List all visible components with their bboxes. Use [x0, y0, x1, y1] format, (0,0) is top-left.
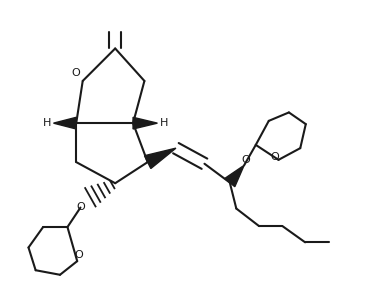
Polygon shape: [133, 117, 157, 129]
Text: O: O: [74, 250, 83, 260]
Polygon shape: [145, 148, 176, 168]
Text: O: O: [270, 152, 279, 162]
Polygon shape: [225, 165, 244, 187]
Text: H: H: [43, 118, 51, 128]
Text: O: O: [77, 201, 85, 212]
Text: O: O: [242, 155, 250, 165]
Text: H: H: [160, 118, 168, 128]
Text: O: O: [71, 68, 80, 78]
Polygon shape: [54, 117, 76, 129]
